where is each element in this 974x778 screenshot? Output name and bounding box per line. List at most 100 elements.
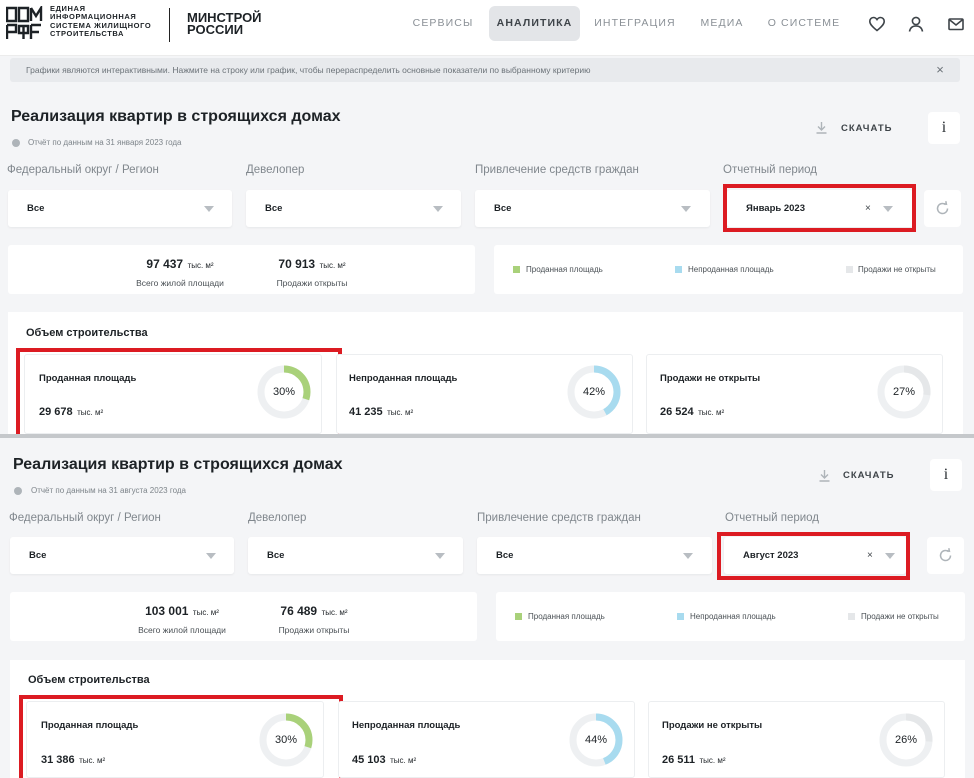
developer-select[interactable]: Все <box>248 537 463 574</box>
download-icon[interactable] <box>818 469 831 482</box>
ministry-line: РОССИИ <box>187 22 244 37</box>
refresh-button[interactable] <box>924 190 961 227</box>
report-date: Отчёт по данным на 31 января 2023 года <box>28 138 182 147</box>
chevron-down-icon[interactable] <box>204 206 214 212</box>
chevron-down-icon[interactable] <box>435 553 445 559</box>
developer-filter-label: Девелопер <box>248 512 307 524</box>
mail-icon[interactable] <box>947 15 965 33</box>
developer-filter-label: Девелопер <box>246 164 305 176</box>
total-area-label: Всего жилой площади <box>136 278 224 288</box>
donut-arc[interactable] <box>877 365 931 419</box>
card-title: Продажи не открыты <box>660 373 761 384</box>
chevron-down-icon[interactable] <box>683 553 693 559</box>
clear-icon[interactable]: × <box>867 550 873 561</box>
card-title: Проданная площадь <box>39 373 137 384</box>
funds-select[interactable]: Все <box>477 537 712 574</box>
chevron-down-icon[interactable] <box>883 206 893 212</box>
legend-swatch-not-open <box>848 613 855 620</box>
sold-donut[interactable] <box>258 712 314 768</box>
total-area-stat[interactable]: 103 001 тыс. м² Всего жилой площади <box>112 602 252 635</box>
donut-percent: 44% <box>584 734 608 746</box>
user-icon[interactable] <box>907 15 925 33</box>
info-button[interactable]: i <box>930 459 962 491</box>
card-value-unit: тыс. м² <box>77 408 104 417</box>
open-sales-label: Продажи открыты <box>276 278 348 288</box>
logo-text: ЕДИНАЯ ИНФОРМАЦИОННАЯ СИСТЕМА ЖИЛИЩНОГО … <box>50 4 152 39</box>
period-select[interactable]: Август 2023 <box>724 537 906 574</box>
nav-services[interactable]: СЕРВИСЫ <box>412 17 474 29</box>
region-select[interactable]: Все <box>10 537 234 574</box>
developer-select-value: Все <box>267 550 285 561</box>
legend-swatch-not-open <box>846 266 853 273</box>
heart-icon[interactable] <box>868 15 886 33</box>
ministry-logo[interactable]: МИНСТРОЙ РОССИИ <box>187 10 262 37</box>
open-sales-stat[interactable]: 70 913 тыс. м² Продажи открыты <box>250 255 374 288</box>
legend <box>494 245 963 294</box>
period-select[interactable]: Январь 2023 <box>727 190 913 227</box>
card-value: 29 678 тыс. м² <box>39 402 103 420</box>
nav-analytics[interactable]: АНАЛИТИКА <box>489 6 580 41</box>
summary-stats <box>10 592 477 641</box>
legend-swatch-unsold <box>677 613 684 620</box>
download-button[interactable]: СКАЧАТЬ <box>843 470 895 481</box>
funds-select-value: Все <box>496 550 514 561</box>
unsold-area-card[interactable] <box>338 701 635 778</box>
chevron-down-icon[interactable] <box>681 206 691 212</box>
open-sales-stat[interactable]: 76 489 тыс. м² Продажи открыты <box>252 602 376 635</box>
logo-line: СИСТЕМА ЖИЛИЩНОГО <box>50 20 152 30</box>
region-select-value: Все <box>27 203 45 214</box>
not-open-card[interactable] <box>646 354 943 434</box>
clear-icon[interactable]: × <box>865 203 871 214</box>
page-title: Реализация квартир в строящихся домах <box>13 456 343 473</box>
legend-unsold[interactable]: Непроданная площадь <box>688 265 774 274</box>
region-select[interactable]: Все <box>8 190 232 227</box>
sold-donut[interactable] <box>256 364 312 420</box>
nav-integration[interactable]: ИНТЕГРАЦИЯ <box>594 17 676 29</box>
chevron-down-icon[interactable] <box>885 553 895 559</box>
donut-arc[interactable] <box>567 365 621 419</box>
nav-about[interactable]: О СИСТЕМЕ <box>767 17 841 29</box>
refresh-button[interactable] <box>927 537 964 574</box>
highlight-box <box>717 532 910 580</box>
ministry-line: МИНСТРОЙ <box>187 10 262 25</box>
legend-not-open[interactable]: Продажи не открыты <box>861 612 939 621</box>
highlight-box <box>723 184 916 232</box>
download-button[interactable]: СКАЧАТЬ <box>841 123 893 134</box>
donut-arc[interactable] <box>569 713 623 767</box>
unsold-area-card[interactable] <box>336 354 633 434</box>
nav-media[interactable]: МЕДИА <box>700 17 744 29</box>
sold-area-card[interactable] <box>24 354 322 434</box>
developer-select-value: Все <box>265 203 283 214</box>
donut-arc[interactable] <box>257 365 311 419</box>
card-value: 31 386 тыс. м² <box>41 750 105 768</box>
region-filter-label: Федеральный округ / Регион <box>9 512 161 524</box>
chevron-down-icon[interactable] <box>206 553 216 559</box>
info-button[interactable]: i <box>928 112 960 144</box>
card-title: Продажи не открыты <box>662 720 763 731</box>
unsold-donut[interactable] <box>568 712 624 768</box>
logo-line: ИНФОРМАЦИОННАЯ <box>50 12 137 22</box>
site-header <box>0 0 974 56</box>
legend-sold[interactable]: Проданная площадь <box>526 265 603 274</box>
card-value-number: 29 678 <box>39 406 73 418</box>
legend-sold[interactable]: Проданная площадь <box>528 612 605 621</box>
chevron-down-icon[interactable] <box>433 206 443 212</box>
donut-arc[interactable] <box>879 713 933 767</box>
total-area-value: 103 001 <box>145 604 189 618</box>
funds-select[interactable]: Все <box>475 190 710 227</box>
unsold-donut[interactable] <box>566 364 622 420</box>
legend-not-open[interactable]: Продажи не открыты <box>858 265 936 274</box>
card-title: Непроданная площадь <box>349 373 458 384</box>
close-icon[interactable]: × <box>936 62 944 77</box>
legend-unsold[interactable]: Непроданная площадь <box>690 612 776 621</box>
domrf-logo-icon[interactable] <box>6 6 43 40</box>
developer-select[interactable]: Все <box>246 190 461 227</box>
not-open-donut[interactable] <box>876 364 932 420</box>
donut-arc[interactable] <box>259 713 313 767</box>
region-filter-label: Федеральный округ / Регион <box>7 164 159 176</box>
total-area-stat[interactable]: 97 437 тыс. м² Всего жилой площади <box>110 255 250 288</box>
download-icon[interactable] <box>815 121 828 134</box>
donut-percent: 30% <box>274 734 298 746</box>
not-open-donut[interactable] <box>878 712 934 768</box>
page-title: Реализация квартир в строящихся домах <box>11 108 341 125</box>
